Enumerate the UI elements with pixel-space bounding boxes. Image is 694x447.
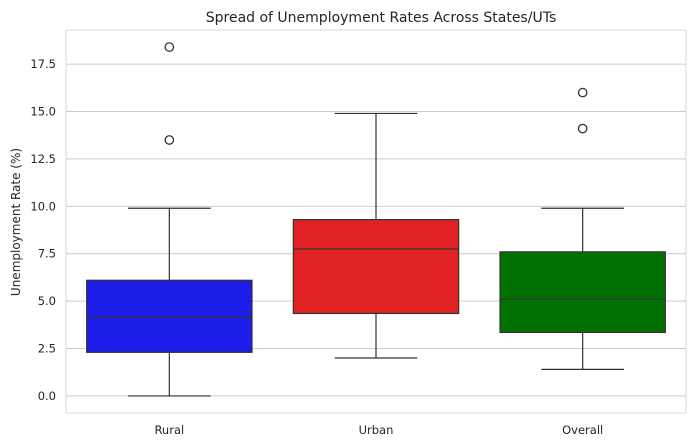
outlier-point — [577, 123, 588, 134]
y-tick-label: 7.5 — [38, 247, 56, 261]
chart-title: Spread of Unemployment Rates Across Stat… — [206, 10, 557, 26]
box-urban — [292, 112, 460, 359]
y-tick-label: 17.5 — [30, 57, 56, 71]
y-axis-label: Unemployment Rate (%) — [9, 148, 23, 296]
x-tick-label: Rural — [154, 423, 184, 437]
y-tick-label: 15.0 — [30, 105, 56, 119]
y-tick-label: 12.5 — [30, 152, 56, 166]
y-tick-label: 10.0 — [30, 199, 56, 213]
iqr-box — [292, 219, 460, 315]
y-tick-label: 0.0 — [38, 389, 56, 403]
outlier-point — [164, 42, 175, 52]
outlier-point — [164, 135, 175, 145]
outlier-point — [577, 87, 588, 98]
x-tick-label: Urban — [359, 423, 394, 437]
x-tick-labels: Rural Urban Overall — [154, 423, 603, 437]
y-tick-labels: 0.0 2.5 5.0 7.5 10.0 12.5 15.0 17.5 — [30, 57, 56, 403]
box-rural — [86, 42, 253, 397]
iqr-box — [86, 279, 253, 353]
y-tick-label: 5.0 — [38, 294, 56, 308]
x-tick-label: Overall — [562, 423, 603, 437]
boxes — [86, 42, 666, 397]
box-overall — [499, 87, 666, 370]
iqr-box — [499, 251, 666, 334]
y-tick-label: 2.5 — [38, 342, 56, 356]
